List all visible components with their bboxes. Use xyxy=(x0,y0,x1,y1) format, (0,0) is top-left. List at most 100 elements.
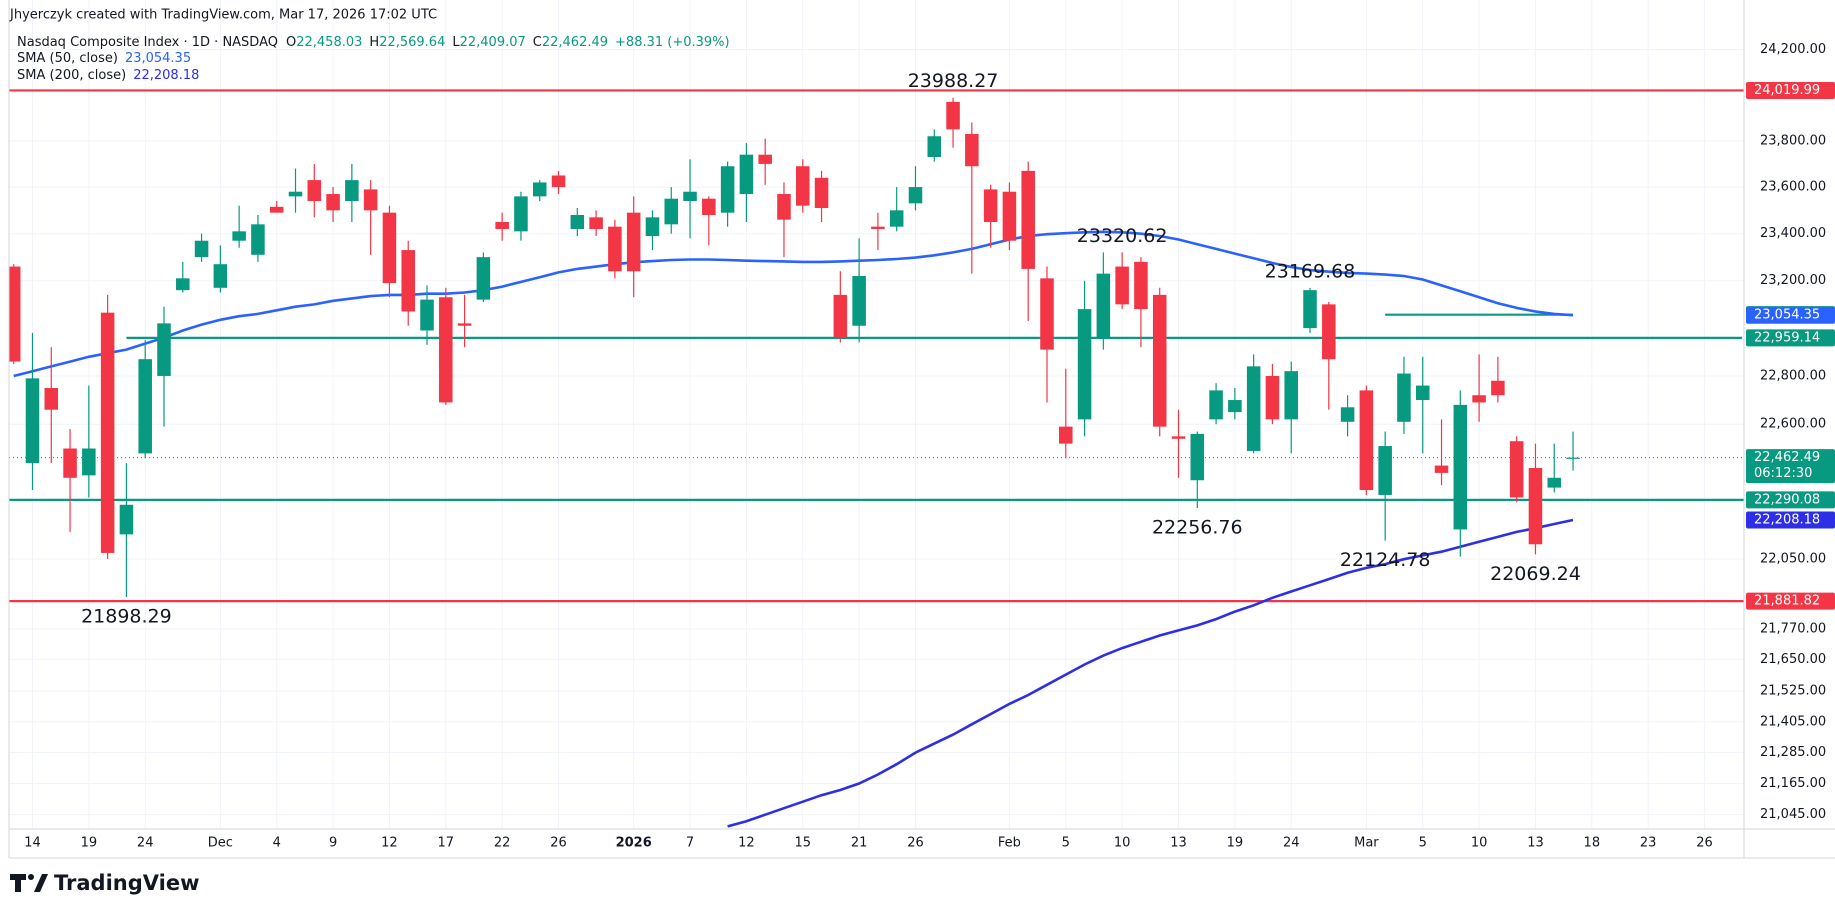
logo-dot xyxy=(28,874,34,880)
price-badge xyxy=(1746,306,1835,324)
candle-body xyxy=(1228,400,1242,413)
price-badge-label: 22,290.08 xyxy=(1754,492,1820,507)
candle-body xyxy=(908,187,923,204)
candle-body xyxy=(269,206,284,213)
candle-body xyxy=(720,166,735,213)
candle-body xyxy=(44,387,59,410)
x-tick-label: 24 xyxy=(137,836,154,851)
candle-body xyxy=(345,180,359,202)
x-tick-label: 26 xyxy=(1696,836,1713,851)
candle-body xyxy=(514,196,528,232)
x-tick-label: 12 xyxy=(738,836,755,851)
candle-body xyxy=(1528,468,1543,545)
candle-body xyxy=(1434,465,1449,473)
candle-body xyxy=(1472,395,1486,403)
candle-body xyxy=(1134,261,1148,310)
x-tick-label: Dec xyxy=(208,836,233,851)
y-tick-label: 22,050.00 xyxy=(1760,552,1826,567)
candle-body xyxy=(589,217,603,230)
y-tick-label: 22,800.00 xyxy=(1760,368,1826,383)
x-tick-label: 23 xyxy=(1640,836,1657,851)
indicator-legend: SMA (50, close) 23,054.35 xyxy=(17,51,191,66)
candle-body xyxy=(25,378,40,464)
x-tick-label: 5 xyxy=(1419,836,1427,851)
candle-body xyxy=(551,175,566,188)
x-tick-label: 5 xyxy=(1062,836,1070,851)
ohlc-value: 22,458.03 xyxy=(296,35,362,50)
price-badge xyxy=(1746,592,1835,610)
countdown-label: 06:12:30 xyxy=(1754,466,1812,481)
candle-body xyxy=(1040,278,1054,350)
x-tick-label: 13 xyxy=(1170,836,1187,851)
candle-body xyxy=(1059,426,1073,444)
candle-body xyxy=(889,210,904,227)
candle-body xyxy=(157,323,171,376)
candle-body xyxy=(1322,304,1336,360)
indicator-name: SMA (50, close) xyxy=(17,51,118,66)
candle-body xyxy=(251,224,265,255)
price-annotation: 22124.78 xyxy=(1340,549,1431,571)
candle-body xyxy=(570,214,585,230)
candle-body xyxy=(495,221,509,230)
x-tick-label: 14 xyxy=(24,836,41,851)
price-badge-label: 22,959.14 xyxy=(1754,330,1820,345)
candle-body xyxy=(1002,191,1017,241)
symbol-title: Nasdaq Composite Index · 1D · NASDAQ xyxy=(17,35,278,50)
ohlc-key: O xyxy=(286,35,296,50)
x-tick-label: 19 xyxy=(1227,836,1244,851)
ohlc-key: L xyxy=(452,35,460,50)
candle-body xyxy=(1077,309,1092,420)
candle-body xyxy=(758,154,772,164)
indicator-value: 23,054.35 xyxy=(125,51,191,66)
x-tick-label: 15 xyxy=(794,836,811,851)
x-tick-label: 12 xyxy=(381,836,398,851)
x-tick-label: 10 xyxy=(1114,836,1131,851)
candle-body xyxy=(683,191,697,202)
y-tick-label: 23,400.00 xyxy=(1760,226,1826,241)
candle-body xyxy=(1284,371,1298,420)
price-annotation: 22069.24 xyxy=(1490,563,1581,585)
x-tick-label: 21 xyxy=(851,836,868,851)
y-tick-label: 21,285.00 xyxy=(1760,745,1826,760)
candle-body xyxy=(439,297,453,403)
price-badge-label: 24,019.99 xyxy=(1754,83,1820,98)
candle-body xyxy=(777,194,791,220)
x-tick-label: Feb xyxy=(998,836,1021,851)
logo-mark xyxy=(34,874,48,892)
candle-body xyxy=(63,448,77,478)
candle-body xyxy=(1246,366,1261,451)
candle-body xyxy=(1566,457,1580,459)
y-tick-label: 23,800.00 xyxy=(1760,133,1826,148)
candle-body xyxy=(363,189,378,211)
candle-body xyxy=(119,504,134,535)
candle-body xyxy=(1397,373,1411,422)
x-tick-label: 18 xyxy=(1584,836,1601,851)
y-tick-label: 21,650.00 xyxy=(1760,652,1826,667)
y-tick-label: 21,770.00 xyxy=(1760,622,1826,637)
candle-body xyxy=(288,191,303,197)
price-badge-label: 22,208.18 xyxy=(1754,513,1820,528)
candle-body xyxy=(814,177,829,209)
y-tick-label: 21,165.00 xyxy=(1760,776,1826,791)
moving-average-line xyxy=(13,230,1574,378)
candle-body xyxy=(1190,433,1205,481)
x-tick-label: 17 xyxy=(438,836,455,851)
x-tick-label: 19 xyxy=(81,836,98,851)
price-annotation: 23169.68 xyxy=(1265,260,1356,282)
x-tick-label: Mar xyxy=(1354,836,1379,851)
candle-body xyxy=(1021,170,1035,269)
candle-body xyxy=(232,231,246,241)
candle-body xyxy=(476,257,491,300)
candle-body xyxy=(852,275,866,326)
candle-body xyxy=(382,212,397,284)
candle-body xyxy=(927,136,942,157)
candle-body xyxy=(664,198,679,225)
candle-body xyxy=(1171,436,1186,439)
price-annotation: 21898.29 xyxy=(81,605,172,627)
candle-body xyxy=(1340,407,1355,422)
footer-logo: TradingView xyxy=(10,871,199,895)
x-tick-label: 7 xyxy=(686,836,694,851)
y-tick-label: 21,525.00 xyxy=(1760,684,1826,699)
